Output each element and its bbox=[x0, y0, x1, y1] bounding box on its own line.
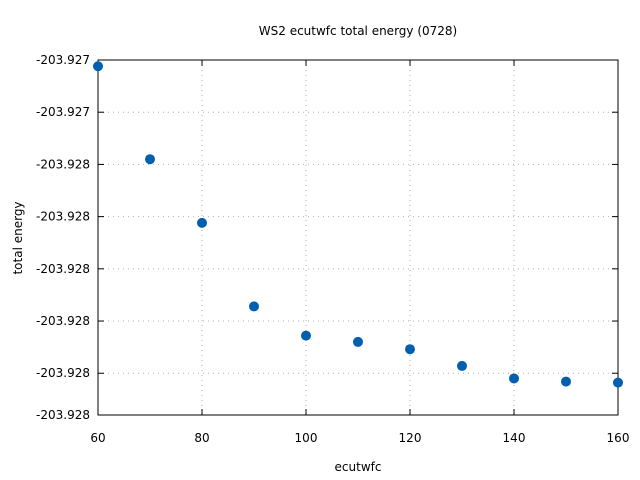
x-axis-label: ecutwfc bbox=[335, 460, 382, 474]
x-tick-label: 100 bbox=[295, 431, 318, 445]
data-point bbox=[93, 61, 103, 72]
y-tick-label: -203.927 bbox=[36, 53, 90, 67]
data-point bbox=[197, 217, 207, 228]
data-point bbox=[561, 376, 571, 387]
chart-title: WS2 ecutwfc total energy (0728) bbox=[259, 24, 457, 38]
y-tick-label: -203.928 bbox=[36, 366, 90, 380]
y-tick-label: -203.928 bbox=[36, 157, 90, 171]
data-point bbox=[613, 377, 623, 388]
x-tick-label: 160 bbox=[607, 431, 630, 445]
axis-ticks: 60 80 100 120 140 160 -203.927 -203.927 -203.928… bbox=[36, 53, 629, 445]
plot-frame bbox=[97, 59, 619, 416]
x-tick-label: 120 bbox=[399, 431, 422, 445]
y-tick-label: -203.928 bbox=[36, 210, 90, 224]
x-tick-label: 140 bbox=[503, 431, 526, 445]
y-tick-label: -203.928 bbox=[36, 262, 90, 276]
data-point bbox=[353, 336, 363, 347]
y-tick-label: -203.928 bbox=[36, 314, 90, 328]
grid-lines bbox=[98, 60, 618, 415]
data-points bbox=[93, 61, 623, 388]
y-tick-label: -203.927 bbox=[36, 105, 90, 119]
data-point bbox=[301, 330, 311, 341]
data-point bbox=[249, 301, 259, 312]
data-point bbox=[145, 154, 155, 165]
y-tick-label: -203.928 bbox=[36, 408, 90, 422]
y-axis-label: total energy bbox=[11, 201, 25, 274]
data-point bbox=[405, 344, 415, 355]
data-point bbox=[457, 360, 467, 371]
x-tick-label: 80 bbox=[194, 431, 209, 445]
x-tick-label: 60 bbox=[90, 431, 105, 445]
data-point bbox=[509, 373, 519, 384]
